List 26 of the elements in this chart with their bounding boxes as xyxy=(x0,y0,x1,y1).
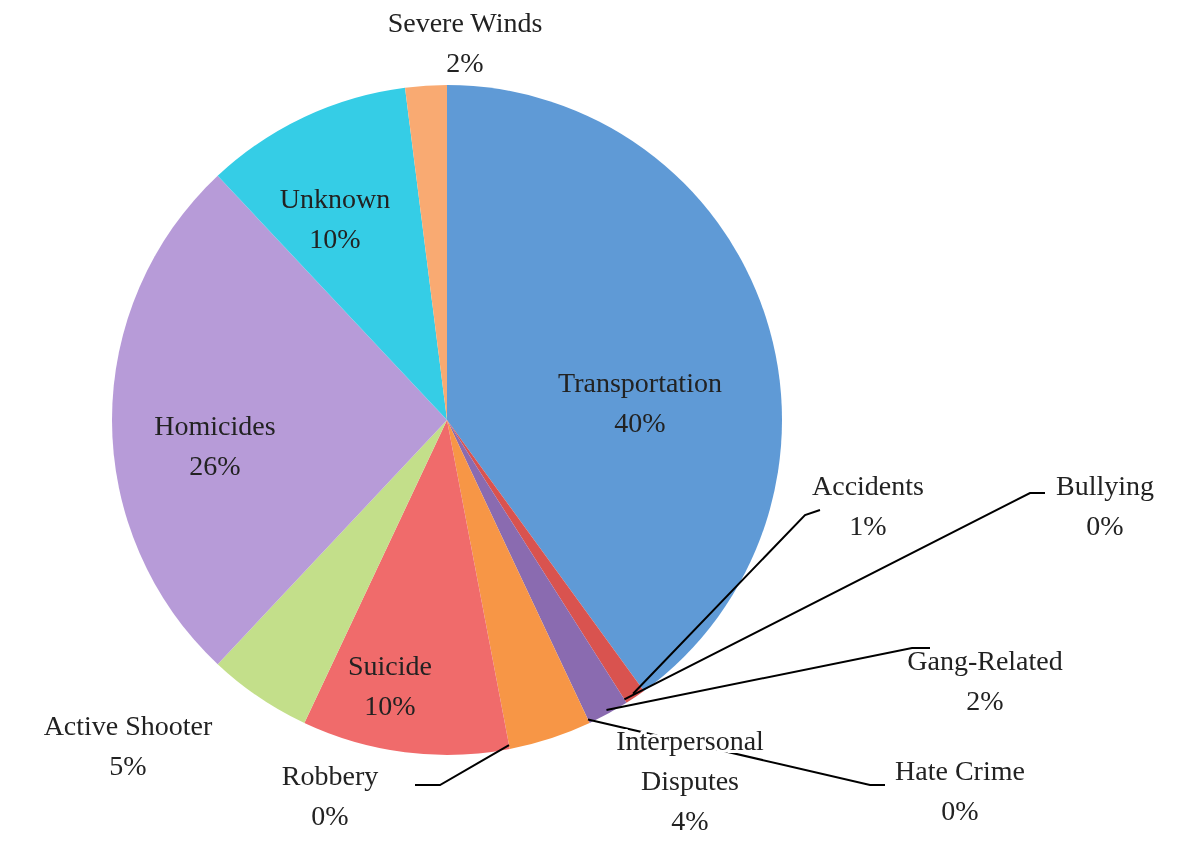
legend-label: Robbery xyxy=(281,760,379,791)
data-label: 1% xyxy=(849,510,887,541)
pie-slice xyxy=(447,420,590,750)
slice-label: Transportation xyxy=(558,367,722,398)
text: 0% xyxy=(1086,510,1124,541)
data-label: 10% xyxy=(309,223,361,254)
slice-label: Homicides xyxy=(154,410,276,441)
slice-label: Accidents xyxy=(812,470,924,501)
text: 0% xyxy=(941,795,979,826)
data-label: 4% xyxy=(671,805,709,836)
slice-label: Unknown xyxy=(279,183,391,214)
pie-slice xyxy=(304,420,510,755)
data-label: 2% xyxy=(446,47,484,78)
category-label: Bullying xyxy=(1055,470,1155,501)
pie-slice xyxy=(447,85,782,692)
data-label: 5% xyxy=(109,750,147,781)
text: 0% xyxy=(311,800,349,831)
category-label: Hate Crime xyxy=(895,755,1025,786)
slice-label: Suicide xyxy=(348,650,432,681)
slice-label: Gang-Related xyxy=(907,645,1063,676)
data-label: 26% xyxy=(189,450,241,481)
slice-label: Severe Winds xyxy=(387,7,543,38)
data-label: 10% xyxy=(364,690,416,721)
data-label: 2% xyxy=(966,685,1004,716)
slice-label: Active Shooter xyxy=(43,710,214,741)
data-label: 40% xyxy=(614,407,666,438)
